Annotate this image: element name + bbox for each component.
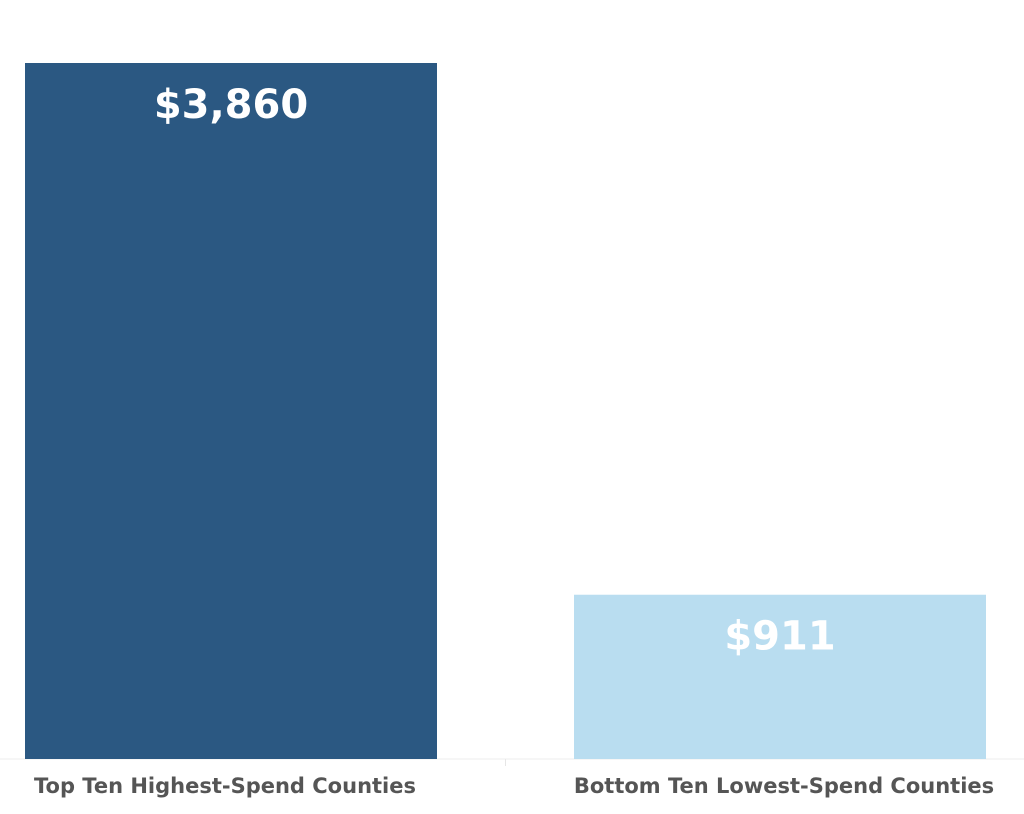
data-label: $911	[724, 614, 835, 660]
bar-1[interactable]	[25, 63, 437, 759]
bar-2[interactable]	[574, 594, 986, 759]
category-label: Top Ten Highest-Spend Counties	[34, 774, 416, 798]
data-label: $3,860	[154, 82, 308, 128]
category-label: Bottom Ten Lowest-Spend Counties	[574, 774, 994, 798]
